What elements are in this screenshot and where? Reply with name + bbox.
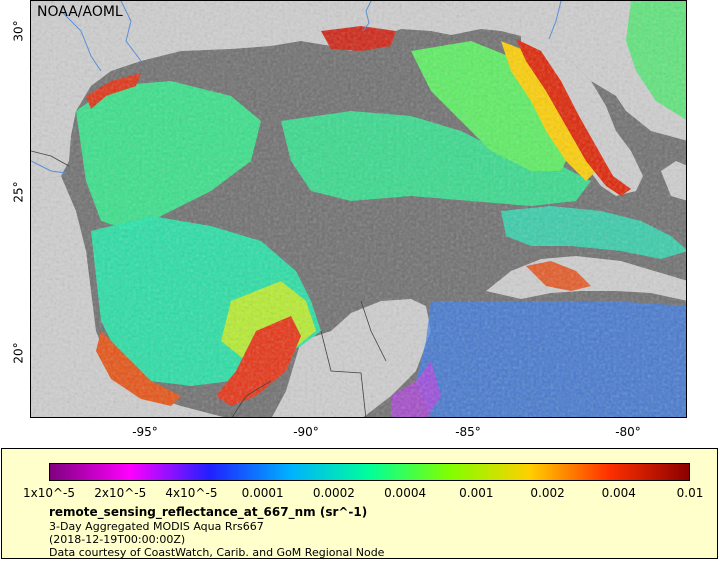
map-frame: NOAA/AOML	[30, 0, 687, 418]
colorbar-label: 0.01	[676, 486, 704, 500]
colorbar-label: 4x10^-5	[165, 486, 218, 500]
x-tick: -95°	[132, 425, 158, 439]
colorbar-label: 0.0004	[384, 486, 427, 500]
colorbar-label: 0.004	[601, 486, 636, 500]
y-tick: 20°	[11, 342, 26, 364]
rivers	[31, 1, 562, 174]
texas-river	[120, 1, 142, 62]
colorbar-label: 2x10^-5	[94, 486, 147, 500]
colorbar	[49, 463, 690, 481]
dataset-title: 3-Day Aggregated MODIS Aqua Rrs667	[49, 520, 264, 533]
colorbar-label: 1x10^-5	[22, 486, 76, 500]
texas-river-2	[60, 10, 102, 72]
colorbar-label: 0.0002	[312, 486, 355, 500]
reflectance-map	[31, 1, 686, 417]
colorbar-label: 0.0001	[241, 486, 284, 500]
data-credit: Data courtesy of CoastWatch, Carib. and …	[49, 546, 385, 559]
legend-panel: 1x10^-5 2x10^-5 4x10^-5 0.0001 0.0002 0.0004 0…	[1, 448, 718, 559]
mississippi-river	[362, 1, 372, 32]
dataset-time: (2018-12-19T00:00:00Z)	[49, 533, 186, 546]
colorbar-label: 0.001	[459, 486, 494, 500]
mexico-river	[31, 160, 67, 174]
yucatan-state-border	[360, 300, 387, 362]
borders	[31, 150, 387, 417]
florida-river	[548, 1, 562, 40]
map-credit: NOAA/AOML	[37, 4, 123, 20]
x-tick: -90°	[293, 425, 319, 439]
colorbar-label: 0.002	[530, 486, 565, 500]
y-tick: 25°	[11, 181, 26, 203]
us-mexico-border	[31, 150, 70, 167]
y-tick: 30°	[11, 20, 26, 42]
variable-name: remote_sensing_reflectance_at_667_nm (sr…	[49, 505, 368, 519]
mexico-guatemala-border	[320, 330, 367, 417]
mexico-state-border	[231, 380, 272, 417]
x-tick: -85°	[455, 425, 481, 439]
x-tick: -80°	[615, 425, 641, 439]
noise-texture	[31, 1, 686, 417]
